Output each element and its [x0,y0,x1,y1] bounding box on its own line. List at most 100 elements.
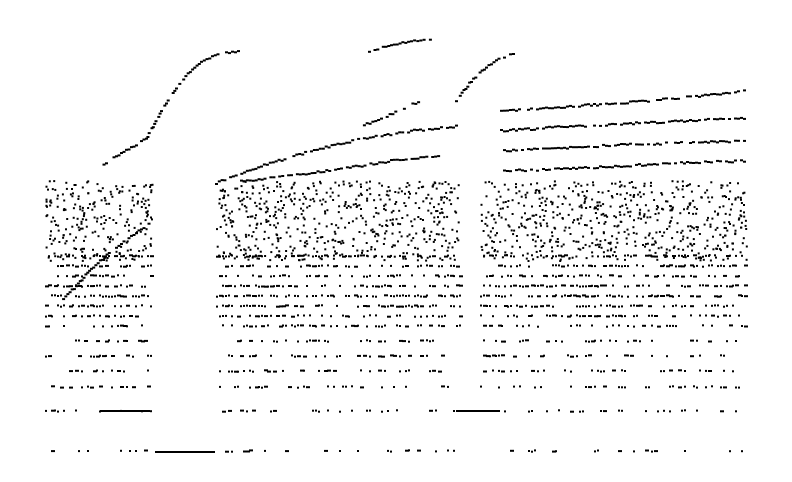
band-point [135,254,137,257]
curve-point [122,240,126,243]
curve-point [590,104,593,107]
band-point [447,285,449,288]
curve-point [509,109,512,111]
scatter-point [54,237,56,240]
band-point [654,255,658,258]
curve-point [674,119,677,122]
band-point [219,294,223,297]
curve-point [656,142,659,145]
scatter-point [454,210,457,213]
band-point [606,304,608,307]
band-point [711,385,713,388]
curve-point [620,123,623,126]
scatter-point [442,201,445,204]
curve-point [191,68,195,71]
scatter-point [572,221,574,224]
band-point [645,254,649,257]
scatter-point [626,207,629,210]
curve-point [638,99,641,102]
scatter-point [293,247,296,250]
scatter-point [582,235,585,238]
band-point [570,410,574,413]
scatter-point [504,239,507,242]
band-point [684,264,686,267]
scatter-point [227,234,230,237]
band-point [117,340,119,343]
band-point [702,255,704,258]
scatter-point [293,181,296,184]
scatter-point [706,239,709,242]
band-point [459,294,461,297]
curve-point [260,178,264,181]
scatter-point [576,218,579,221]
curve-point [626,102,629,105]
band-point [699,314,701,317]
scatter-point [686,245,689,248]
band-point [720,295,722,298]
scatter-point [669,220,672,223]
scatter-point [499,240,502,243]
scatter-point [734,229,737,232]
band-point [519,340,521,343]
band-point [231,315,233,318]
curve-point [240,172,244,175]
curve-point [86,271,90,274]
scatter-point [551,250,554,253]
band-point [315,355,317,358]
scatter-point [219,189,222,192]
curve-point [242,180,246,183]
band-point [276,315,280,317]
curve-point [620,165,623,168]
curve-point [410,40,413,43]
band-point [702,324,704,327]
scatter-point [661,193,664,196]
band-point [537,370,539,373]
scatter-point [302,209,305,212]
band-point [327,409,329,412]
band-point [315,265,317,268]
scatter-point [326,209,329,212]
scatter-point [235,255,238,258]
scatter-point [110,193,113,196]
scatter-point [145,184,147,187]
scatter-point [241,203,244,206]
scatter-point [529,217,532,220]
scatter-point [383,237,386,240]
curve-point [142,138,146,141]
scatter-point [319,257,322,260]
scatter-point [391,222,394,225]
curve-point [638,122,641,125]
curve-point [521,128,524,131]
band-point [501,354,505,357]
band-point [684,285,686,288]
scatter-point [256,257,259,260]
scatter-point [518,190,521,193]
scatter-point [653,199,656,201]
band-point [480,295,482,298]
curve-point [446,126,449,129]
band-point [105,285,109,288]
scatter-point [137,255,140,257]
curve-point [617,143,620,146]
scatter-point [101,187,104,190]
band-point [642,295,644,298]
scatter-point [284,213,287,216]
band-point [684,254,686,257]
band-point [78,305,80,308]
curve-point [599,165,602,168]
band-point [216,305,218,308]
band-point [108,339,110,342]
scatter-point [79,205,82,208]
scatter-point [501,256,504,259]
band-point [363,254,365,257]
scatter-point [534,240,537,243]
band-point [396,314,398,317]
scatter-point [131,185,134,187]
scatter-point [585,257,588,260]
band-point [45,285,49,288]
band-point [588,386,592,389]
band-point [681,275,685,278]
curve-point [398,159,402,162]
curve-point [419,39,423,42]
scatter-point [700,196,703,199]
